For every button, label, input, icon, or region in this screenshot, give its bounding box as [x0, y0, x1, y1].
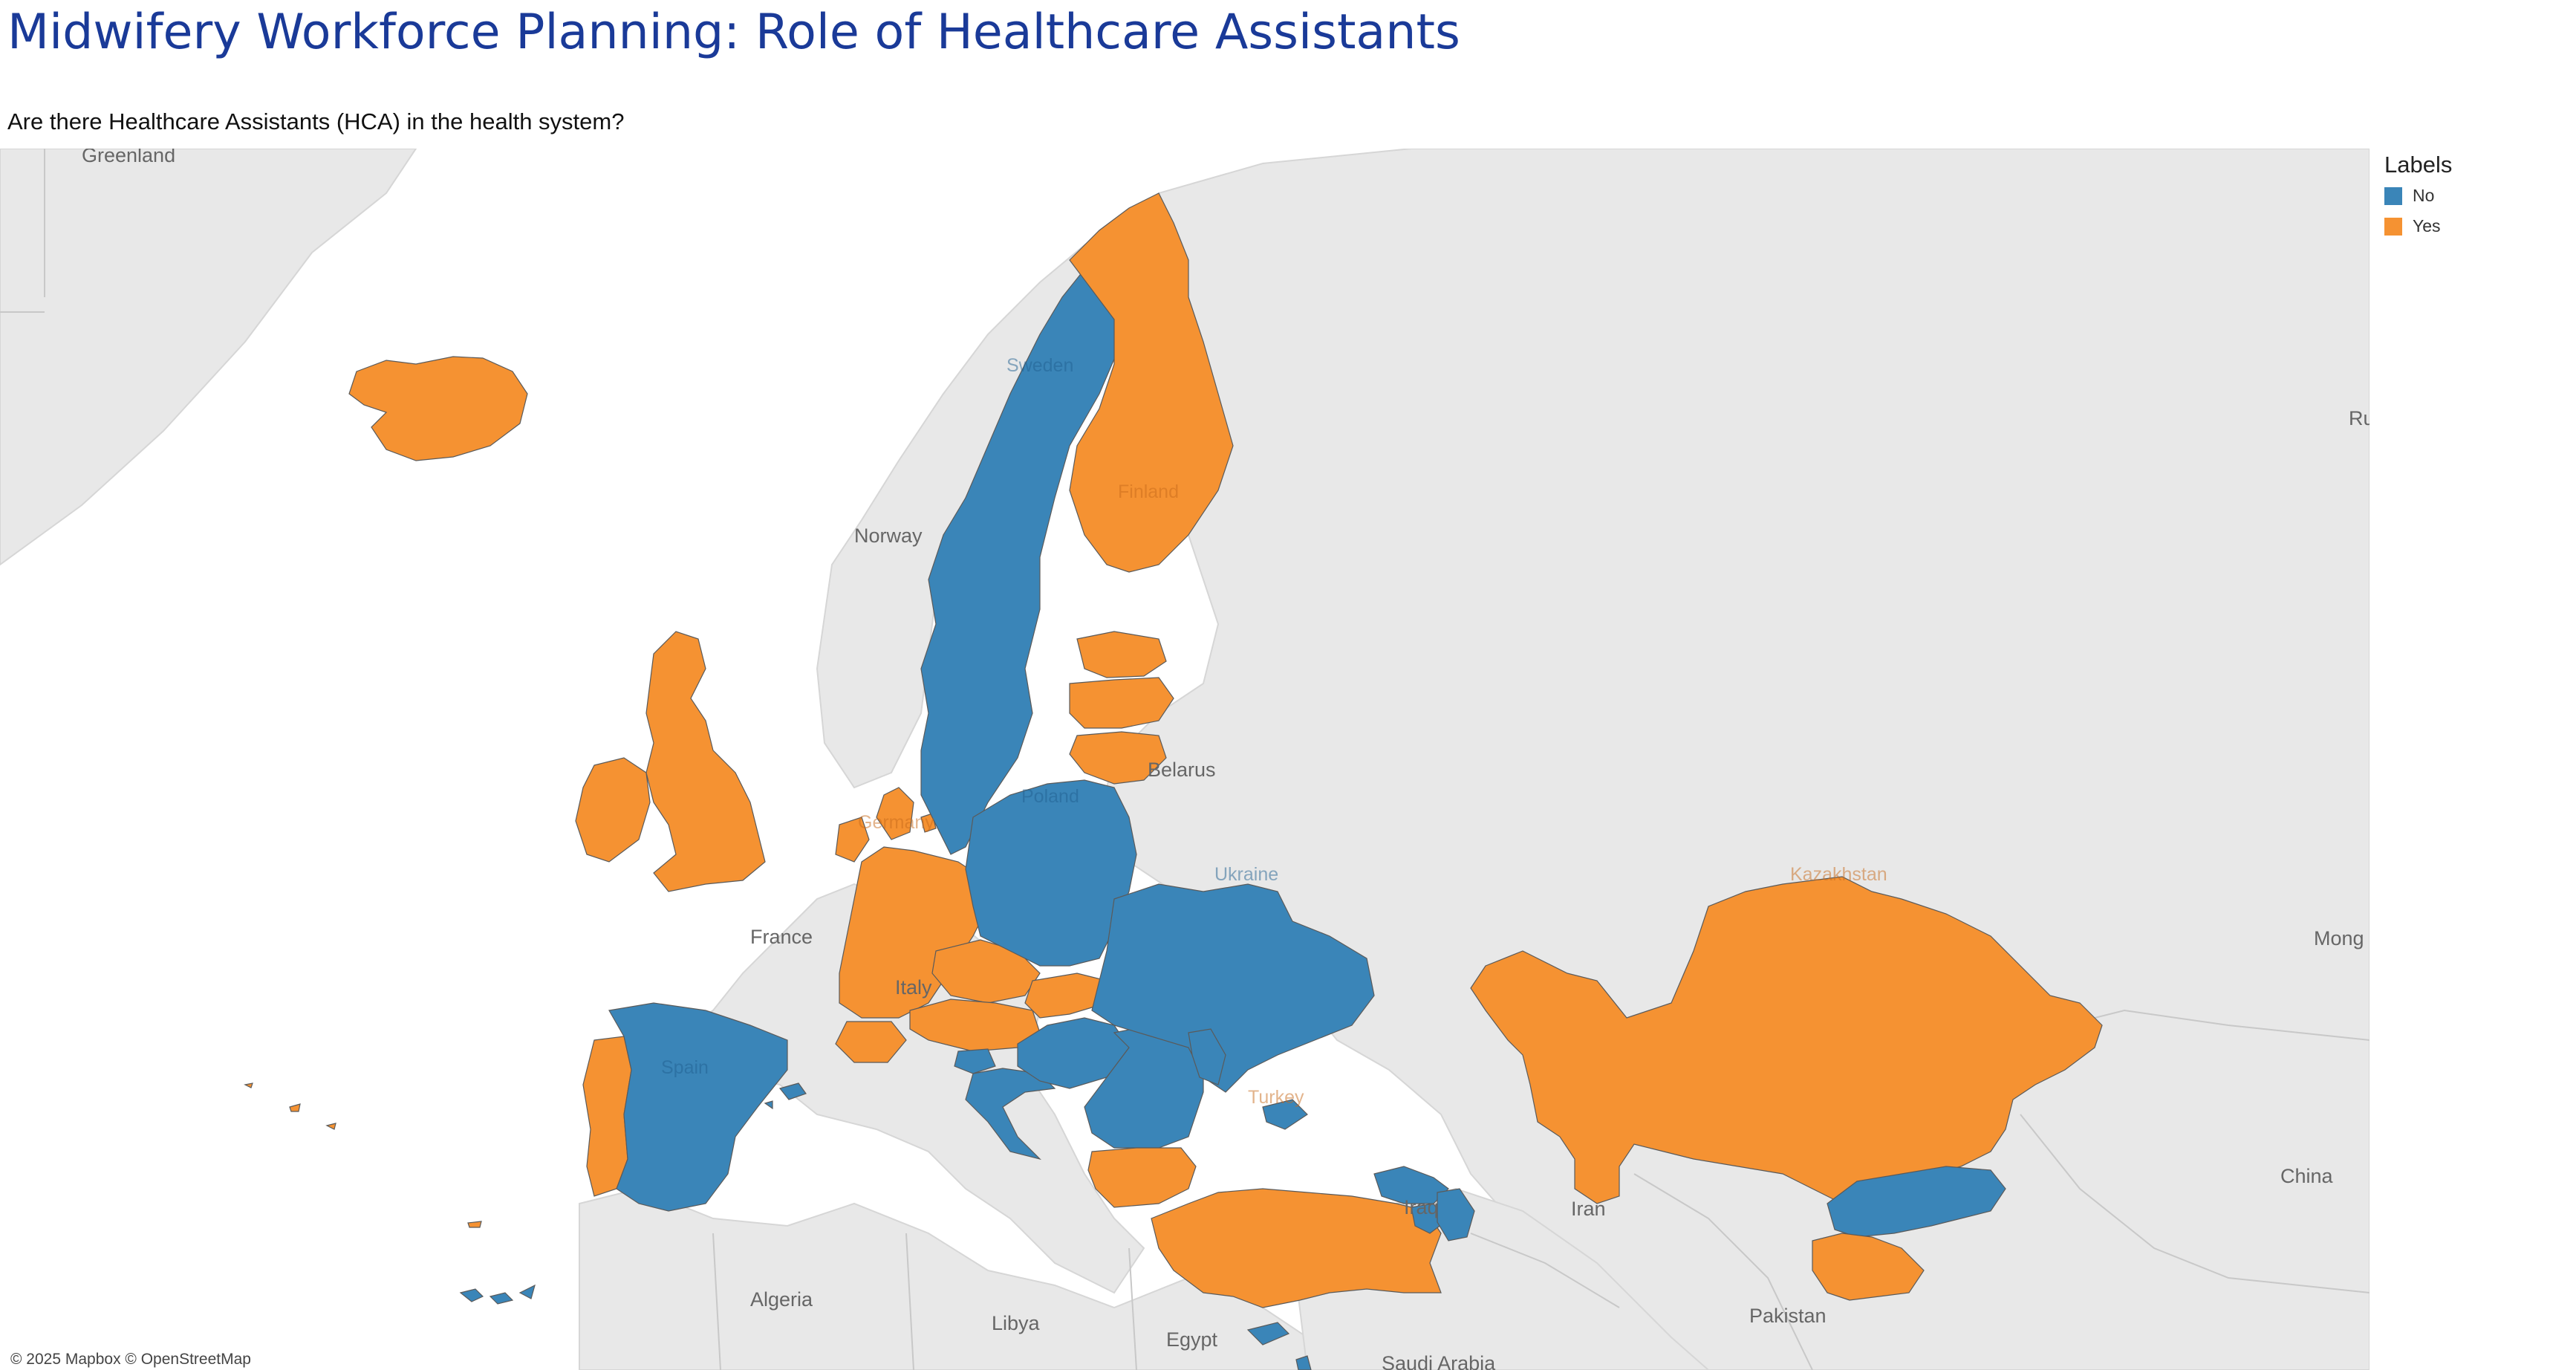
label-algeria: Algeria — [750, 1288, 813, 1311]
country-labels: Sweden Finland Poland Germany Ukraine Ka… — [661, 355, 1887, 1108]
country-latvia[interactable] — [1069, 677, 1174, 729]
country-label-sweden: Sweden — [1006, 355, 1073, 376]
legend-label-no: No — [2413, 186, 2435, 205]
page-title: Midwifery Workforce Planning: Role of He… — [7, 4, 1460, 60]
country-sweden[interactable] — [920, 259, 1122, 855]
country-iceland[interactable] — [348, 356, 528, 461]
legend-item-no[interactable]: No — [2384, 186, 2452, 206]
legend-item-yes[interactable]: Yes — [2384, 216, 2452, 236]
label-iraq: Iraq — [1404, 1196, 1439, 1218]
country-denmark[interactable] — [876, 787, 937, 840]
country-spain[interactable] — [608, 1002, 788, 1212]
label-iran: Iran — [1571, 1198, 1606, 1220]
country-azerbaijan[interactable] — [1437, 1188, 1475, 1241]
country-slovenia[interactable] — [954, 1048, 996, 1074]
basemap-labels: Greenland Norway Belarus France Italy Al… — [82, 149, 2370, 1370]
country-label-germany: Germany — [858, 812, 934, 833]
legend-title: Labels — [2384, 152, 2453, 178]
country-azores[interactable] — [244, 1082, 336, 1130]
country-balearic[interactable] — [764, 1082, 807, 1110]
country-lithuania[interactable] — [1069, 731, 1167, 785]
country-finland[interactable] — [1069, 192, 1234, 573]
label-russia: Ru — [2349, 407, 2370, 429]
label-belarus: Belarus — [1148, 759, 1216, 781]
country-tajikistan[interactable] — [1812, 1233, 1925, 1301]
country-estonia[interactable] — [1076, 631, 1167, 678]
legend-swatch-yes — [2384, 217, 2402, 236]
country-ukraine[interactable] — [1091, 883, 1375, 1093]
country-czechia[interactable] — [931, 939, 1041, 1004]
country-netherlands[interactable] — [835, 817, 870, 863]
label-france: France — [750, 926, 813, 948]
country-label-kazakhstan: Kazakhstan — [1790, 864, 1887, 885]
legend-label-yes: Yes — [2413, 216, 2441, 236]
country-label-spain: Spain — [661, 1057, 709, 1078]
label-libya: Libya — [992, 1312, 1041, 1334]
country-bulgaria[interactable] — [1087, 1147, 1197, 1208]
country-kazakhstan[interactable] — [1470, 876, 2103, 1204]
country-ireland[interactable] — [575, 757, 651, 863]
country-switzerland[interactable] — [835, 1021, 907, 1063]
label-mongolia: Mong — [2314, 927, 2364, 949]
country-uk[interactable] — [645, 631, 766, 892]
country-label-turkey: Turkey — [1248, 1087, 1304, 1108]
label-saudi-arabia: Saudi Arabia — [1382, 1352, 1496, 1370]
country-label-finland: Finland — [1118, 481, 1179, 502]
choropleth-map[interactable]: Greenland Norway Belarus France Italy Al… — [0, 149, 2370, 1370]
basemap-borders — [0, 149, 2370, 1370]
map-attribution[interactable]: © 2025 Mapbox © OpenStreetMap — [10, 1351, 251, 1368]
country-turkey[interactable] — [1151, 1188, 1442, 1308]
country-crimea[interactable] — [1262, 1099, 1308, 1130]
country-canaries[interactable] — [459, 1284, 536, 1305]
country-slovakia[interactable] — [1024, 973, 1108, 1019]
label-pakistan: Pakistan — [1749, 1305, 1827, 1327]
label-italy: Italy — [895, 976, 932, 999]
label-egypt: Egypt — [1166, 1328, 1218, 1351]
map-subtitle: Are there Healthcare Assistants (HCA) in… — [7, 108, 625, 134]
country-armenia[interactable] — [1411, 1203, 1445, 1234]
country-label-ukraine: Ukraine — [1214, 864, 1278, 885]
country-label-poland: Poland — [1021, 786, 1079, 807]
country-moldova[interactable] — [1188, 1028, 1226, 1085]
country-israel[interactable] — [1295, 1355, 1312, 1370]
label-greenland: Greenland — [82, 149, 175, 166]
label-china: China — [2280, 1165, 2334, 1187]
countries — [244, 192, 2103, 1370]
legend-swatch-no — [2384, 186, 2402, 205]
country-cyprus[interactable] — [1246, 1322, 1290, 1345]
country-madeira[interactable] — [467, 1221, 482, 1228]
legend: Labels No Yes — [2384, 152, 2452, 247]
label-norway: Norway — [854, 525, 923, 547]
